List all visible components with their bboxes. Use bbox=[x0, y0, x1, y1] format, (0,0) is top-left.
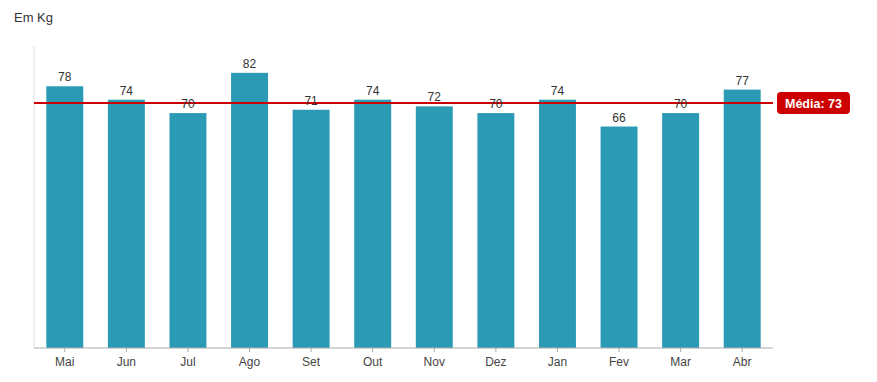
data-label: 74 bbox=[551, 84, 565, 98]
x-tick bbox=[372, 348, 373, 352]
bar bbox=[601, 127, 638, 348]
chart-svg: Em Kg Mai Jun Jul Ago Set Out Nov Dez Jan Fev Mar Ab… bbox=[0, 0, 877, 382]
x-tick bbox=[557, 348, 558, 352]
x-tick-label: Jun bbox=[117, 355, 136, 369]
x-tick bbox=[434, 348, 435, 352]
x-tick-label: Nov bbox=[424, 355, 445, 369]
data-label: 72 bbox=[428, 90, 442, 104]
bar bbox=[724, 90, 761, 348]
x-tick-label: Fev bbox=[609, 355, 629, 369]
data-label: 77 bbox=[736, 74, 750, 88]
mean-line bbox=[34, 102, 773, 104]
x-tick bbox=[249, 348, 250, 352]
x-tick-label: Jan bbox=[548, 355, 567, 369]
data-label: 71 bbox=[304, 94, 318, 108]
x-tick bbox=[680, 348, 681, 352]
mean-label-text: Média: 73 bbox=[785, 97, 842, 111]
data-label: 74 bbox=[366, 84, 380, 98]
bar bbox=[293, 110, 330, 348]
data-label: 82 bbox=[243, 57, 257, 71]
x-tick-label: Set bbox=[302, 355, 321, 369]
bar bbox=[231, 73, 268, 348]
x-tick-label: Out bbox=[363, 355, 383, 369]
bar bbox=[662, 113, 699, 348]
data-label: 74 bbox=[120, 84, 134, 98]
y-axis-line bbox=[34, 46, 35, 348]
data-label: 66 bbox=[612, 111, 626, 125]
bar bbox=[416, 106, 453, 348]
data-label: 70 bbox=[674, 97, 688, 111]
bar bbox=[354, 100, 391, 348]
bar bbox=[539, 100, 576, 348]
y-axis-label: Em Kg bbox=[14, 10, 53, 25]
x-tick bbox=[187, 348, 188, 352]
chart-container: Em Kg Mai Jun Jul Ago Set Out Nov Dez Jan Fev Mar Ab… bbox=[0, 0, 877, 382]
x-tick bbox=[495, 348, 496, 352]
x-tick-label: Ago bbox=[239, 355, 261, 369]
x-tick-label: Mar bbox=[670, 355, 691, 369]
mean-label: Média: 73 bbox=[777, 92, 850, 114]
data-label: 70 bbox=[489, 97, 503, 111]
x-tick-label: Dez bbox=[485, 355, 506, 369]
x-tick-label: Abr bbox=[733, 355, 752, 369]
data-label: 78 bbox=[58, 70, 72, 84]
mean-label-box bbox=[777, 92, 850, 114]
bar bbox=[477, 113, 514, 348]
bar bbox=[108, 100, 145, 348]
x-tick bbox=[126, 348, 127, 352]
plot-area bbox=[34, 73, 773, 348]
x-tick bbox=[619, 348, 620, 352]
x-tick bbox=[311, 348, 312, 352]
bar bbox=[46, 86, 83, 348]
x-tick-label: Mai bbox=[55, 355, 74, 369]
bar bbox=[169, 113, 206, 348]
x-tick bbox=[742, 348, 743, 352]
data-label: 70 bbox=[181, 97, 195, 111]
x-tick bbox=[64, 348, 65, 352]
x-axis-line bbox=[34, 348, 773, 349]
x-tick-label: Jul bbox=[180, 355, 195, 369]
